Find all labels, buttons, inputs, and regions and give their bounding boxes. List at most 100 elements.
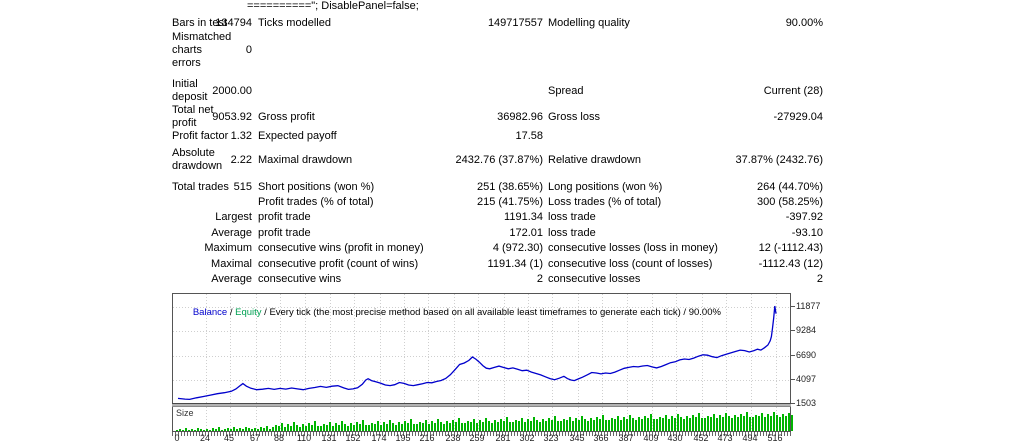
size-bar xyxy=(443,424,445,431)
stat-value: -93.10 xyxy=(791,227,823,239)
stat-label: Modelling quality xyxy=(548,17,630,29)
size-bar xyxy=(335,423,337,431)
size-bar xyxy=(212,428,214,431)
balance-chart: Balance / Equity / Every tick (the most … xyxy=(172,293,791,404)
v-gridline xyxy=(206,294,207,403)
v-gridline xyxy=(504,407,505,430)
size-bar xyxy=(269,429,271,431)
size-bar xyxy=(551,420,553,431)
size-bar xyxy=(698,413,700,431)
v-gridline xyxy=(751,294,752,403)
h-gridline xyxy=(173,331,790,332)
size-bar xyxy=(719,415,721,431)
size-bar xyxy=(590,418,592,431)
stat-value: 2.22 xyxy=(230,153,252,166)
size-bar xyxy=(692,415,694,431)
v-gridline xyxy=(776,294,777,403)
stat-label: Long positions (won %) xyxy=(548,181,663,193)
size-bar xyxy=(320,426,322,431)
size-bar xyxy=(521,418,523,431)
v-gridline xyxy=(404,407,405,430)
size-bar xyxy=(473,419,475,431)
stat-value: 264 (44.70%) xyxy=(756,181,823,193)
size-bar xyxy=(500,419,502,431)
size-bar xyxy=(653,419,655,431)
size-bar xyxy=(623,417,625,431)
v-gridline xyxy=(206,407,207,430)
v-gridline xyxy=(330,407,331,430)
stat-value: 0 xyxy=(245,44,252,56)
size-bar xyxy=(293,422,295,431)
size-bar xyxy=(380,425,382,431)
size-bar xyxy=(425,420,427,431)
size-bar xyxy=(581,416,583,431)
size-bar xyxy=(305,426,307,431)
v-gridline xyxy=(428,294,429,403)
size-bar xyxy=(608,420,610,431)
v-gridline xyxy=(305,407,306,430)
size-bar xyxy=(755,415,757,431)
size-chart: Size xyxy=(172,407,793,432)
size-bar xyxy=(578,420,580,431)
size-bar xyxy=(629,415,631,431)
size-bar xyxy=(497,422,499,431)
legend-method-label: Every tick (the most precise method base… xyxy=(269,307,681,318)
size-bar xyxy=(539,422,541,431)
size-bar xyxy=(347,426,349,431)
stat-value: 300 (58.25%) xyxy=(756,196,823,208)
size-bar xyxy=(596,417,598,431)
stat-label: Short positions (won %) xyxy=(258,181,375,193)
legend-equity-label: Equity xyxy=(235,307,262,318)
size-bar xyxy=(398,422,400,431)
size-bar xyxy=(758,416,760,431)
size-bar xyxy=(452,420,454,431)
size-bar xyxy=(395,425,397,431)
size-bar xyxy=(314,421,316,431)
size-bar xyxy=(626,419,628,431)
size-bar xyxy=(620,420,622,431)
size-bar xyxy=(422,423,424,431)
size-bar xyxy=(362,420,364,431)
v-gridline xyxy=(726,294,727,403)
size-bar xyxy=(644,416,646,431)
v-gridline xyxy=(627,407,628,430)
size-bar xyxy=(344,424,346,431)
size-bar xyxy=(542,419,544,431)
chart-splitter[interactable] xyxy=(172,403,791,407)
y-axis-tick-mark xyxy=(791,306,795,307)
size-bar xyxy=(176,430,178,431)
stat-label: Absolute drawdown xyxy=(172,147,223,172)
stat-label: loss trade xyxy=(548,211,596,223)
stat-value: 2 xyxy=(816,273,823,285)
v-gridline xyxy=(280,294,281,403)
size-bar xyxy=(266,426,268,431)
size-bar xyxy=(431,421,433,431)
size-bar xyxy=(215,429,217,431)
size-bar xyxy=(410,419,412,431)
size-bar xyxy=(329,422,331,431)
size-bar xyxy=(770,416,772,431)
v-gridline xyxy=(627,294,628,403)
stat-value: -397.92 xyxy=(785,211,823,223)
size-bar xyxy=(221,430,223,431)
size-bar xyxy=(359,424,361,431)
input-parameters-line: =========="; DisablePanel=false; xyxy=(247,0,419,12)
stat-label: Mismatched charts errors xyxy=(172,31,232,69)
size-bar xyxy=(185,428,187,431)
x-axis-tick-label: 131 xyxy=(321,433,337,443)
size-bar xyxy=(338,425,340,431)
stat-value xyxy=(724,130,823,143)
v-gridline xyxy=(305,294,306,403)
v-gridline xyxy=(676,407,677,430)
v-gridline xyxy=(652,407,653,430)
stat-value: 2 xyxy=(536,273,543,285)
size-bar xyxy=(404,421,406,431)
size-bar xyxy=(371,423,373,431)
size-bar xyxy=(374,424,376,431)
x-axis-tick-label: 24 xyxy=(199,433,210,443)
x-axis-tick-label: 366 xyxy=(593,433,609,443)
v-gridline xyxy=(354,407,355,430)
stat-value: 9053.92 xyxy=(212,110,252,123)
stat-label: consecutive losses (loss in money) xyxy=(548,242,718,254)
size-bar xyxy=(785,416,787,431)
